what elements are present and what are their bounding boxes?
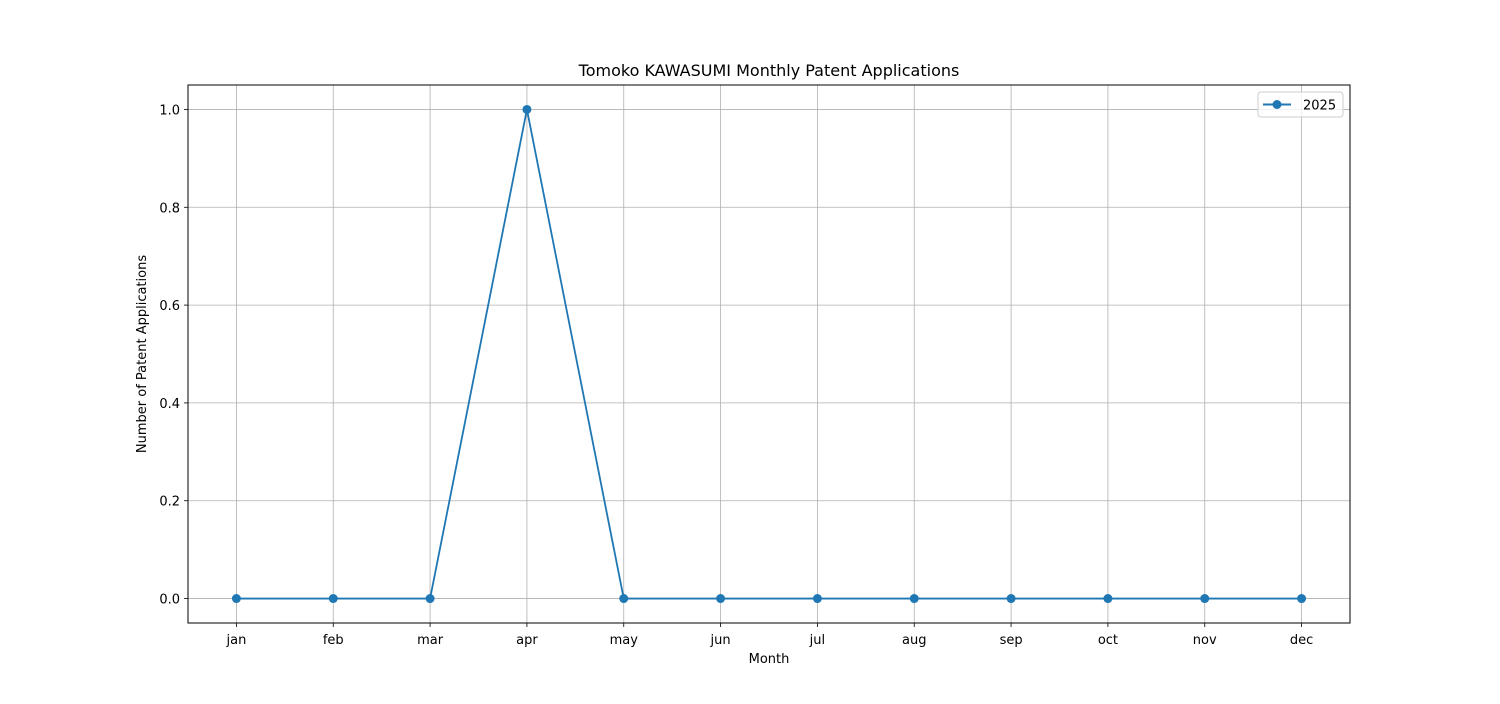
x-tick-label: apr — [516, 633, 538, 648]
data-point-may — [619, 594, 628, 603]
x-tick-label: mar — [417, 633, 444, 648]
series-layer — [232, 105, 1306, 603]
x-tick-label: jan — [226, 633, 247, 648]
data-point-nov — [1200, 594, 1209, 603]
legend-label: 2025 — [1303, 99, 1336, 114]
x-tick-label: feb — [323, 633, 344, 648]
data-point-sep — [1007, 594, 1016, 603]
y-tick-label: 0.4 — [159, 397, 180, 412]
chart-title: Tomoko KAWASUMI Monthly Patent Applicati… — [578, 61, 960, 80]
data-point-jan — [232, 594, 241, 603]
series-line-2025 — [236, 109, 1301, 598]
data-point-apr — [522, 105, 531, 114]
x-tick-label: dec — [1290, 633, 1313, 648]
data-point-aug — [910, 594, 919, 603]
data-point-jun — [716, 594, 725, 603]
plot-area-frame — [188, 85, 1350, 623]
x-tick-label: sep — [1000, 633, 1023, 648]
legend-point-marker — [1273, 100, 1282, 109]
y-tick-label: 0.2 — [159, 495, 180, 510]
x-tick-label: nov — [1193, 633, 1217, 648]
y-tick-label: 0.0 — [159, 593, 180, 608]
data-point-oct — [1103, 594, 1112, 603]
data-point-dec — [1297, 594, 1306, 603]
x-tick-label: oct — [1098, 633, 1118, 648]
x-axis-label: Month — [749, 652, 790, 667]
grid-layer — [188, 85, 1350, 623]
data-point-mar — [426, 594, 435, 603]
legend: 2025 — [1258, 92, 1343, 117]
ticks-layer: jan feb mar apr may jun jul aug sep oct nov dec 0.0 0… — [159, 103, 1313, 648]
data-point-jul — [813, 594, 822, 603]
y-tick-label: 0.6 — [159, 299, 180, 314]
x-tick-label: jul — [809, 633, 825, 648]
x-tick-label: aug — [902, 633, 926, 648]
data-point-feb — [329, 594, 338, 603]
x-tick-label: may — [610, 633, 639, 648]
y-tick-label: 0.8 — [159, 201, 180, 216]
y-axis-label: Number of Patent Applications — [135, 255, 150, 453]
y-tick-label: 1.0 — [159, 103, 180, 118]
x-tick-label: jun — [710, 633, 731, 648]
